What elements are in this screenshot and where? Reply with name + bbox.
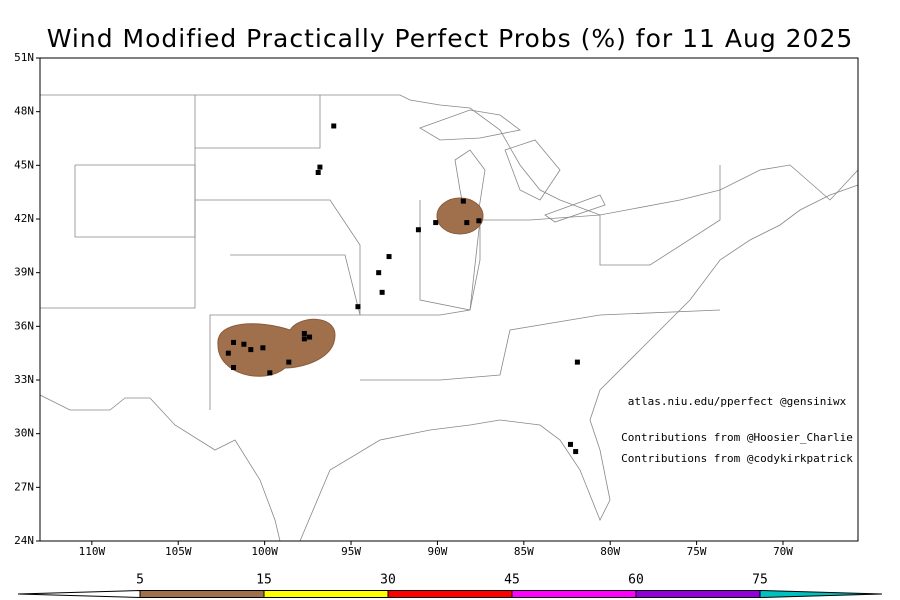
state-lines (230, 225, 481, 316)
lon-tick-label: 90W (427, 545, 447, 558)
wind-report (433, 220, 439, 226)
colorbar-segment (139, 590, 265, 598)
canada-border (40, 94, 859, 216)
wind-report (386, 254, 392, 260)
colorbar-segment (635, 590, 761, 598)
wind-report (476, 218, 482, 224)
lat-tick-label: 24N (14, 534, 34, 547)
colorbar-label: 5 (136, 573, 144, 588)
colorbar-segment (387, 590, 513, 598)
lat-tick-label: 27N (14, 480, 34, 493)
wind-report (573, 449, 579, 455)
lon-tick-label: 80W (600, 545, 620, 558)
lon-tick-label: 95W (341, 545, 361, 558)
wind-report (574, 359, 580, 365)
lat-tick-label: 36N (14, 319, 34, 332)
colorbar-label: 45 (504, 573, 520, 588)
colorbar-segment (511, 590, 637, 598)
lon-tick-label: 105W (165, 545, 192, 558)
state-lines (74, 164, 196, 238)
lat-tick-label: 42N (14, 212, 34, 225)
wind-report (260, 345, 266, 351)
probability-area (436, 197, 484, 235)
lake-erie (544, 194, 606, 223)
title: Wind Modified Practically Perfect Probs … (47, 24, 854, 53)
credit: Contributions from @Hoosier_Charlie (621, 431, 853, 444)
wind-report (231, 364, 237, 370)
lat-tick-label: 30N (14, 427, 34, 440)
lake-superior (419, 109, 521, 141)
lat-tick-label: 48N (14, 105, 34, 118)
lat-tick-label: 33N (14, 373, 34, 386)
lat-tick-label: 51N (14, 51, 34, 64)
colorbar-over (759, 589, 883, 599)
wind-report (355, 304, 361, 310)
credit: Contributions from @codykirkpatrick (621, 452, 853, 465)
wind-report (307, 334, 313, 340)
gulf-coast (299, 184, 859, 542)
lon-tick-label: 85W (514, 545, 534, 558)
lon-tick-label: 70W (773, 545, 793, 558)
lon-tick-label: 75W (687, 545, 707, 558)
geography (39, 94, 859, 542)
wind-report (248, 347, 254, 353)
wind-report (301, 330, 307, 336)
colorbar-label: 75 (752, 573, 768, 588)
colorbar-label: 60 (628, 573, 644, 588)
wind-report (241, 341, 247, 347)
wind-report (231, 339, 237, 345)
colorbar-label: 15 (256, 573, 272, 588)
state-lines (419, 165, 721, 311)
wind-report (225, 350, 231, 356)
wind-report (286, 359, 292, 365)
credit: atlas.niu.edu/pperfect @gensiniwx (628, 395, 847, 408)
wind-report (415, 227, 421, 233)
wind-report (464, 220, 470, 226)
wind-report (315, 169, 321, 175)
state-lines (195, 199, 361, 410)
lon-tick-label: 110W (79, 545, 106, 558)
map-frame (39, 57, 859, 542)
mexico-border (39, 394, 281, 542)
probability-areas (217, 197, 484, 377)
state-lines (40, 95, 196, 309)
lat-tick-label: 39N (14, 266, 34, 279)
wind-report (376, 270, 382, 276)
wind-report (317, 164, 323, 170)
wind-report (379, 289, 385, 295)
lat-tick-label: 45N (14, 158, 34, 171)
lon-tick-label: 100W (251, 545, 278, 558)
wind-report (301, 336, 307, 342)
lake-huron (504, 139, 561, 201)
colorbar-segment (263, 590, 389, 598)
wind-report (567, 441, 573, 447)
state-lines (195, 95, 321, 149)
wind-report (460, 198, 466, 204)
wind-report (267, 370, 273, 376)
wind-report (331, 123, 337, 129)
state-lines (360, 309, 721, 381)
colorbar-label: 30 (380, 573, 396, 588)
colorbar-under (17, 589, 141, 599)
overlay: 24N 27N 30N 33N 36N 39N 42N 45N 48N 51N 110W 105W 10… (14, 51, 883, 599)
